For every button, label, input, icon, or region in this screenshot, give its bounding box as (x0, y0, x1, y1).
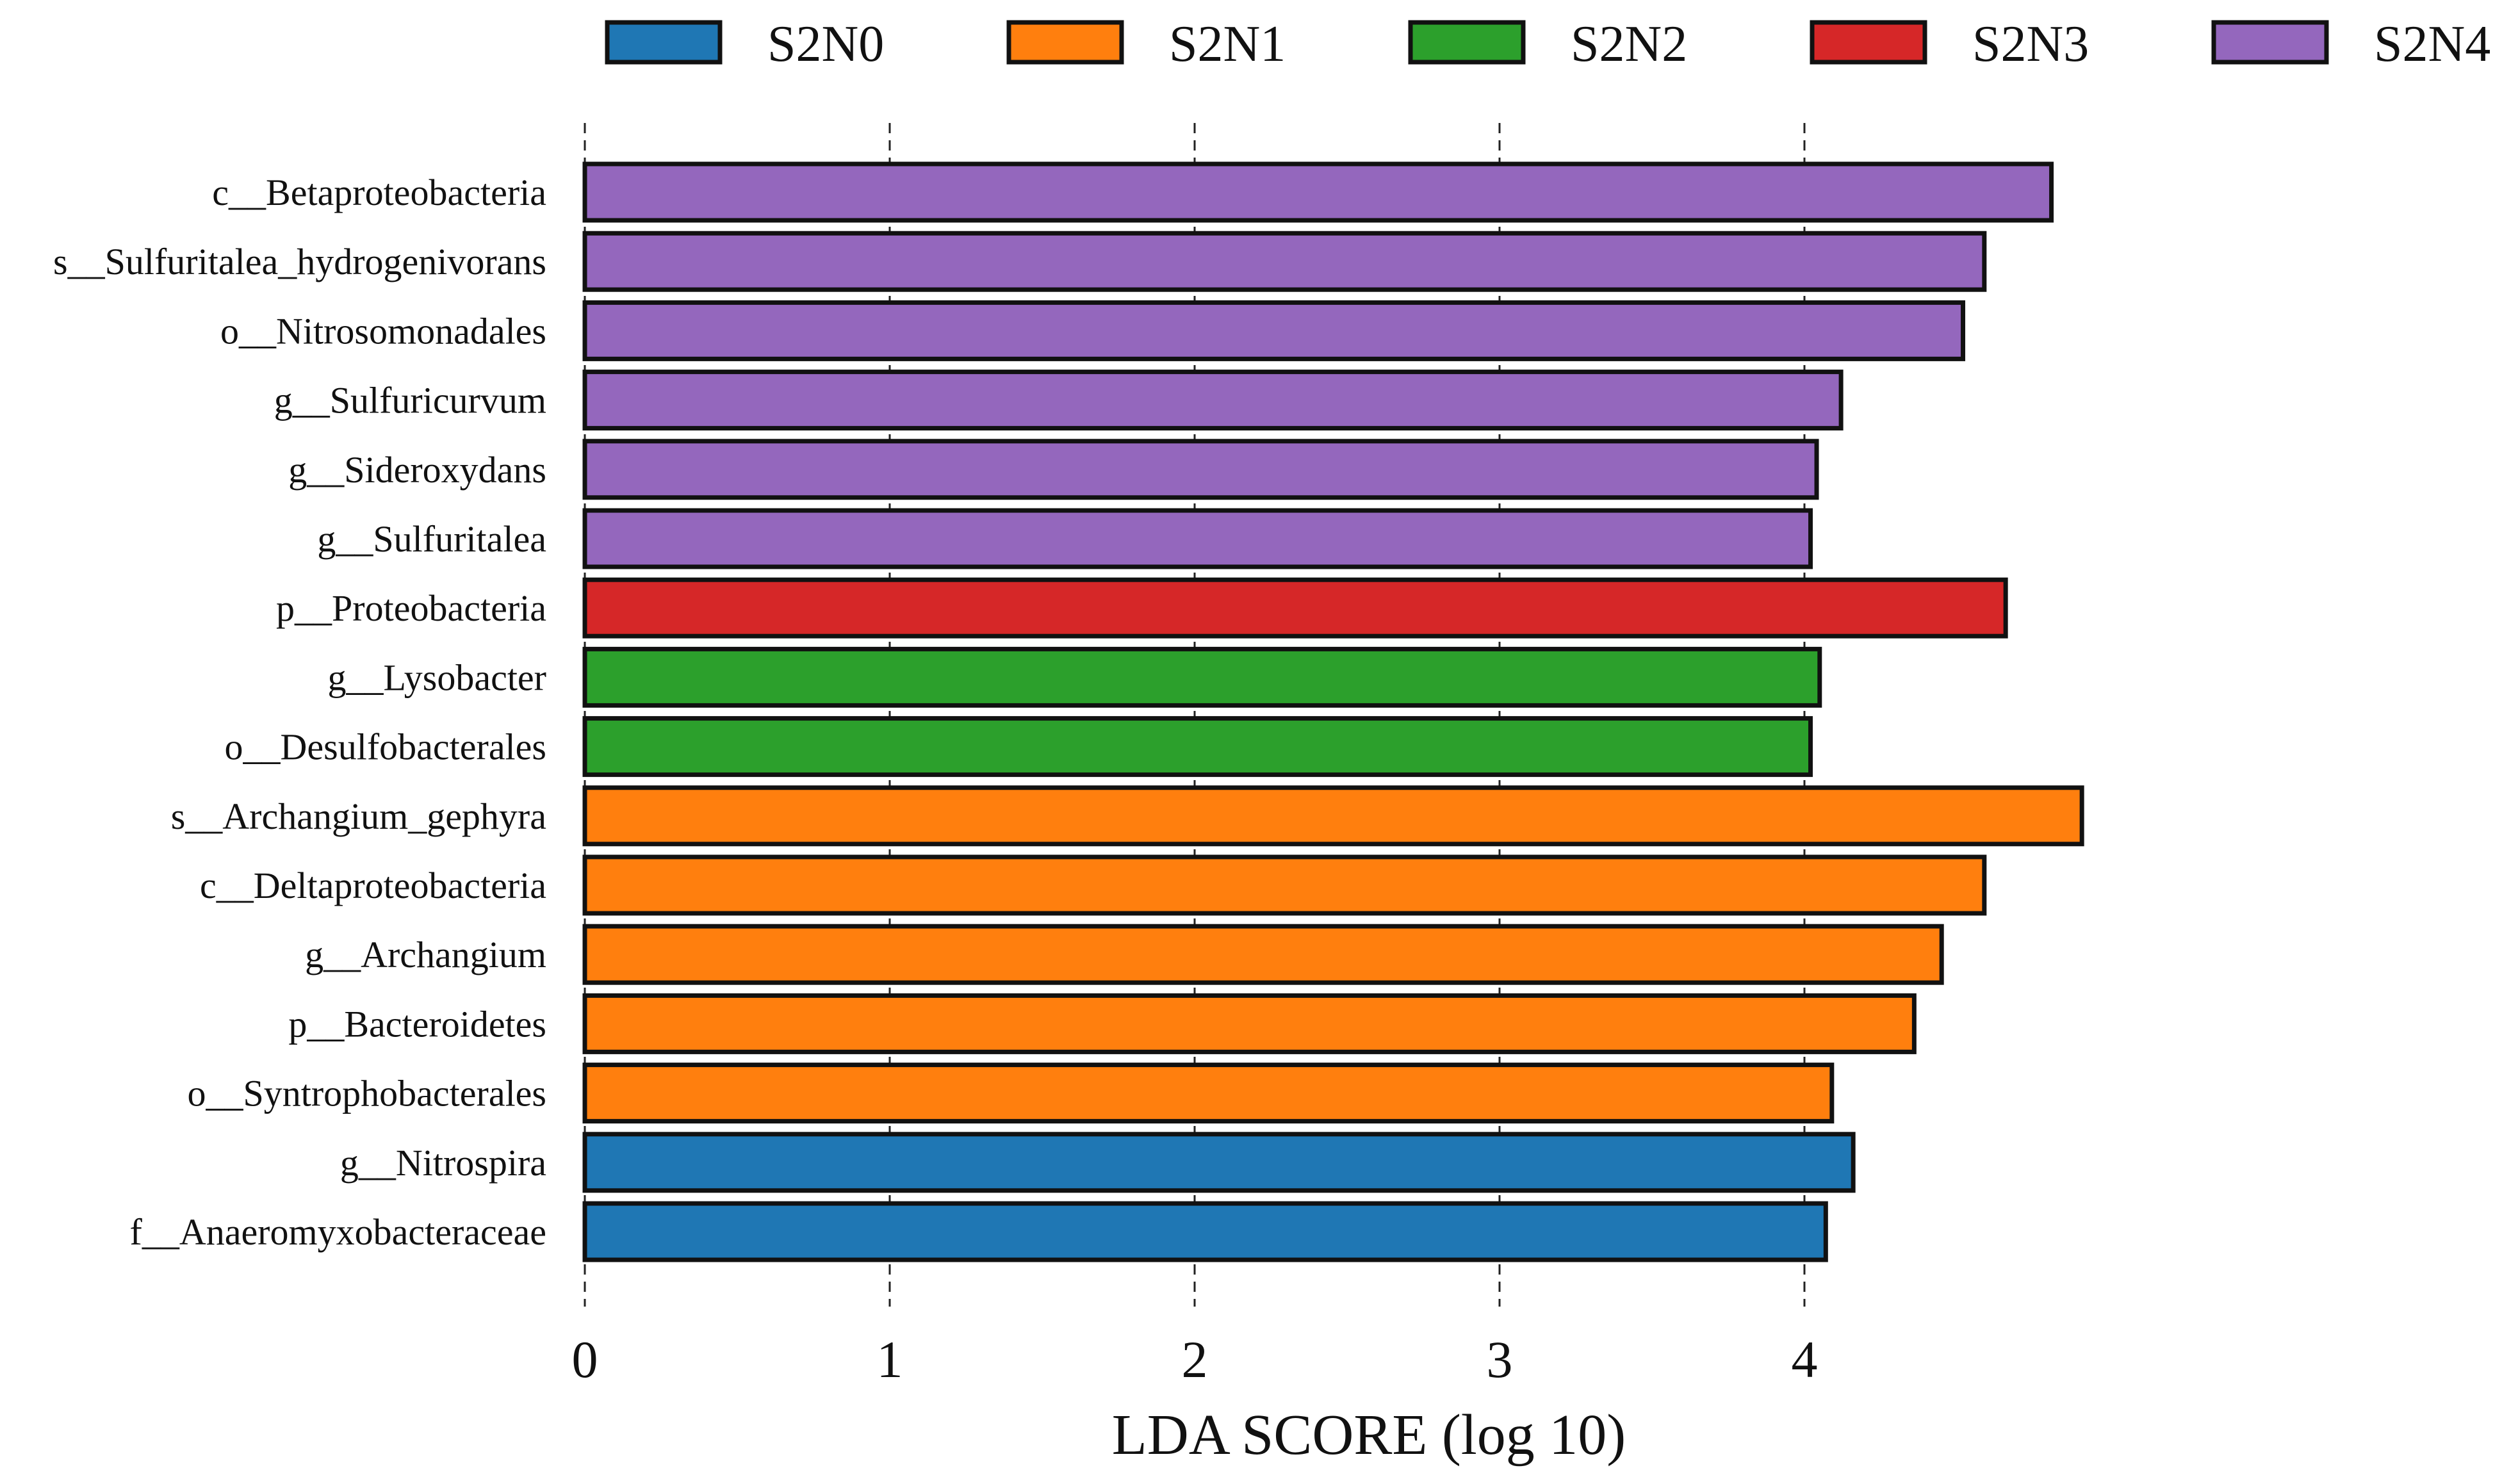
category-label-o-nitrosomonadales: o__Nitrosomonadales (220, 310, 546, 352)
x-tick-label-0: 0 (572, 1330, 598, 1389)
category-label-g-archangium: g__Archangium (305, 934, 546, 975)
bar-g-sideroxydans (582, 439, 1819, 500)
legend-label-s2n3: S2N3 (1972, 16, 2089, 72)
category-label-o-desulfobacterales: o__Desulfobacterales (225, 726, 546, 768)
legend: S2N0 S2N1 S2N2 S2N3 S2N4 (605, 16, 2490, 72)
category-label-g-sideroxydans: g__Sideroxydans (288, 449, 546, 491)
legend-label-s2n1: S2N1 (1169, 16, 1286, 72)
bar-g-sulfuricurvum (582, 370, 1844, 431)
category-label-g-sulfuritalea: g__Sulfuritalea (317, 518, 546, 560)
bar-o-nitrosomonadales (582, 300, 1966, 361)
legend-item-s2n0: S2N0 (605, 16, 884, 72)
category-labels: c__Betaproteobacteria s__Sulfuritalea_hyd… (53, 172, 546, 1253)
legend-item-s2n2: S2N2 (1408, 16, 1687, 72)
x-tick-label-4: 4 (1792, 1330, 1818, 1389)
legend-swatch-s2n4 (2211, 20, 2329, 65)
x-tick-label-2: 2 (1182, 1330, 1208, 1389)
bar-f-anaeromyxobacteraceae (582, 1201, 1828, 1262)
category-label-s-archangium-gephyra: s__Archangium_gephyra (171, 795, 546, 837)
category-label-f-anaeromyxobacteraceae: f__Anaeromyxobacteraceae (130, 1211, 547, 1253)
category-label-o-syntrophobacterales: o__Syntrophobacterales (187, 1073, 546, 1114)
legend-item-s2n4: S2N4 (2211, 16, 2490, 72)
category-label-g-sulfuricurvum: g__Sulfuricurvum (274, 380, 546, 421)
x-axis-label: LDA SCORE (log 10) (1112, 1403, 1626, 1467)
bars (582, 161, 2084, 1262)
legend-swatch-s2n3 (1810, 20, 1927, 65)
bar-g-lysobacter (582, 646, 1822, 708)
bar-g-nitrospira (582, 1132, 1856, 1193)
bar-o-desulfobacterales (582, 716, 1813, 778)
category-label-g-nitrospira: g__Nitrospira (340, 1142, 546, 1184)
category-label-p-proteobacteria: p__Proteobacteria (276, 587, 546, 629)
category-label-c-deltaproteobacteria: c__Deltaproteobacteria (200, 865, 546, 906)
category-label-g-lysobacter: g__Lysobacter (328, 656, 546, 698)
bar-c-deltaproteobacteria (582, 854, 1987, 916)
bar-p-proteobacteria (582, 577, 2008, 639)
bar-c-betaproteobacteria (582, 161, 2054, 223)
bar-p-bacteroidetes (582, 993, 1917, 1054)
bar-g-sulfuritalea (582, 508, 1813, 569)
legend-item-s2n1: S2N1 (1006, 16, 1286, 72)
legend-label-s2n4: S2N4 (2374, 16, 2490, 72)
category-label-p-bacteroidetes: p__Bacteroidetes (288, 1003, 546, 1045)
x-tick-label-1: 1 (877, 1330, 903, 1389)
bar-s-archangium-gephyra (582, 785, 2084, 847)
x-tick-label-3: 3 (1487, 1330, 1513, 1389)
category-label-c-betaproteobacteria: c__Betaproteobacteria (212, 172, 546, 213)
legend-swatch-s2n2 (1408, 20, 1526, 65)
x-tick-labels: 0 1 2 3 4 (572, 1330, 1818, 1389)
bar-s-sulfuritalea-hydrogenivorans (582, 231, 1987, 292)
legend-swatch-s2n0 (605, 20, 723, 65)
legend-label-s2n2: S2N2 (1571, 16, 1687, 72)
legend-label-s2n0: S2N0 (767, 16, 884, 72)
bar-g-archangium (582, 924, 1944, 985)
legend-item-s2n3: S2N3 (1810, 16, 2089, 72)
category-label-s-sulfuritalea-hydrogenivorans: s__Sulfuritalea_hydrogenivorans (53, 241, 546, 282)
legend-swatch-s2n1 (1006, 20, 1124, 65)
bar-o-syntrophobacterales (582, 1063, 1835, 1124)
